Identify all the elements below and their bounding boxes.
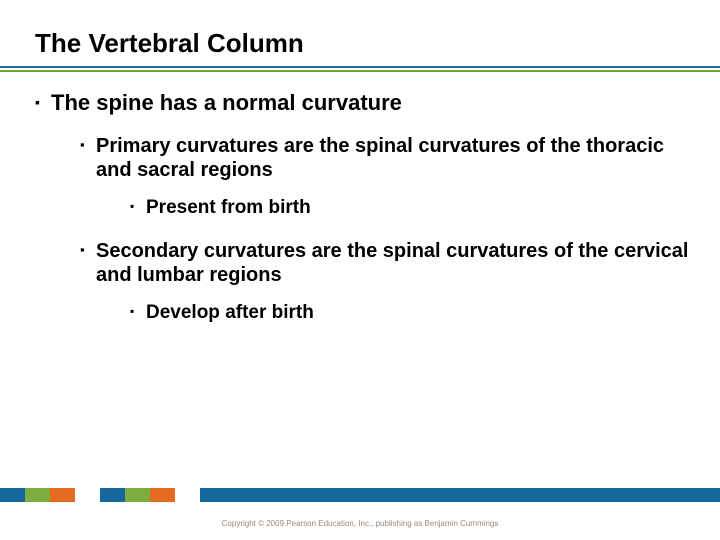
bullet-level3: Present from birth — [130, 196, 690, 219]
footer-stripe — [25, 488, 50, 502]
bullet-marker — [35, 90, 51, 116]
underline-bottom — [0, 70, 720, 72]
bullet-level2: Secondary curvatures are the spinal curv… — [80, 239, 690, 287]
bullet-text: Primary curvatures are the spinal curvat… — [96, 134, 690, 182]
bullet-marker — [80, 134, 96, 182]
footer-stripe — [175, 488, 200, 502]
bullet-text: Develop after birth — [146, 301, 314, 324]
slide: The Vertebral Column The spine has a nor… — [0, 0, 720, 540]
bullet-level1: The spine has a normal curvature — [35, 90, 690, 116]
footer-stripe — [0, 488, 25, 502]
bullet-marker — [80, 239, 96, 287]
footer-stripe — [150, 488, 175, 502]
title-underline — [0, 66, 720, 72]
bullet-level3: Develop after birth — [130, 301, 690, 324]
underline-top — [0, 66, 720, 68]
content-area: The spine has a normal curvature Primary… — [35, 90, 690, 344]
bullet-text: Secondary curvatures are the spinal curv… — [96, 239, 690, 287]
bullet-text: Present from birth — [146, 196, 311, 219]
footer-stripe-bar — [0, 488, 720, 502]
copyright-text: Copyright © 2009 Pearson Education, Inc.… — [0, 519, 720, 528]
slide-title: The Vertebral Column — [35, 28, 304, 59]
bullet-marker — [130, 196, 146, 219]
bullet-marker — [130, 301, 146, 324]
footer-stripe — [200, 488, 720, 502]
footer-stripe — [50, 488, 75, 502]
footer-stripe — [100, 488, 125, 502]
bullet-text: The spine has a normal curvature — [51, 90, 402, 116]
footer-stripe — [75, 488, 100, 502]
bullet-level2: Primary curvatures are the spinal curvat… — [80, 134, 690, 182]
footer-stripe — [125, 488, 150, 502]
